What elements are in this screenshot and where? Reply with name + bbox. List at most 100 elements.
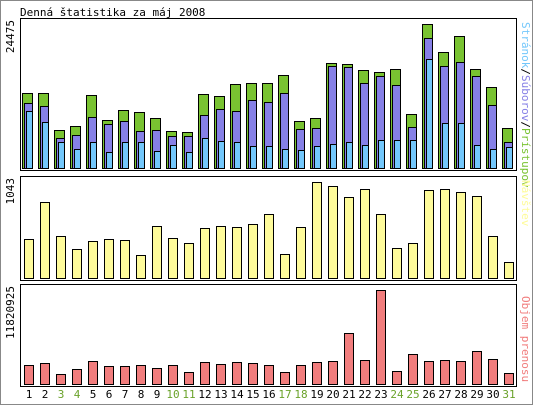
bar-traffic-stránok-day-3 <box>58 142 65 169</box>
day-label-12: 12 <box>198 388 211 401</box>
bar-visits-návštev-day-12 <box>200 228 210 279</box>
bar-traffic-stránok-day-20 <box>330 144 337 169</box>
day-label-2: 2 <box>42 388 49 401</box>
bar-transfer-objem-prenosu-day-1 <box>24 365 34 385</box>
day-label-4: 4 <box>74 388 81 401</box>
bar-traffic-stránok-day-11 <box>186 152 193 169</box>
bar-transfer-objem-prenosu-day-2 <box>40 363 50 385</box>
day-label-3: 3 <box>58 388 65 401</box>
bar-transfer-objem-prenosu-day-9 <box>152 368 162 385</box>
day-label-10: 10 <box>166 388 179 401</box>
day-label-25: 25 <box>406 388 419 401</box>
bar-transfer-objem-prenosu-day-28 <box>456 361 466 385</box>
bar-transfer-objem-prenosu-day-30 <box>488 359 498 385</box>
bar-transfer-objem-prenosu-day-5 <box>88 361 98 385</box>
bar-visits-návštev-day-11 <box>184 243 194 279</box>
panel-traffic: 24475 Stránok/Súborov/Prístupov <box>4 18 532 188</box>
side-label-part: Stránok <box>519 22 532 69</box>
bar-transfer-objem-prenosu-day-27 <box>440 360 450 385</box>
bar-traffic-stránok-day-26 <box>426 59 433 169</box>
bar-visits-návštev-day-15 <box>248 224 258 279</box>
bar-visits-návštev-day-23 <box>376 214 386 279</box>
chart-title: Denná štatistika za máj 2008 <box>20 6 205 19</box>
side-label-part: Prístupov <box>519 128 532 188</box>
day-label-20: 20 <box>326 388 339 401</box>
bar-visits-návštev-day-8 <box>136 255 146 279</box>
day-label-23: 23 <box>374 388 387 401</box>
day-labels: 1 2 3 4 5 6 7 8 9 10 11 12 13 14 15 16 17 18 19 20 21 22 23 24 2… <box>26 388 516 401</box>
bar-visits-návštev-day-13 <box>216 226 226 279</box>
bar-visits-návštev-day-28 <box>456 192 466 279</box>
bar-transfer-objem-prenosu-day-19 <box>312 362 322 385</box>
day-label-1: 1 <box>26 388 33 401</box>
bar-transfer-objem-prenosu-day-20 <box>328 361 338 385</box>
bar-visits-návštev-day-25 <box>408 243 418 279</box>
bar-traffic-stránok-day-9 <box>154 151 161 169</box>
day-label-15: 15 <box>246 388 259 401</box>
bar-visits-návštev-day-17 <box>280 254 290 279</box>
bar-visits-návštev-day-3 <box>56 236 66 279</box>
bar-traffic-stránok-day-29 <box>474 145 481 169</box>
bar-transfer-objem-prenosu-day-12 <box>200 362 210 385</box>
side-label-part: Súborov <box>519 75 532 122</box>
day-label-19: 19 <box>310 388 323 401</box>
bar-transfer-objem-prenosu-day-21 <box>344 333 354 385</box>
bar-visits-návštev-day-29 <box>472 196 482 279</box>
bar-traffic-stránok-day-19 <box>314 146 321 169</box>
bar-transfer-objem-prenosu-day-31 <box>504 373 514 385</box>
bar-transfer-objem-prenosu-day-16 <box>264 365 274 385</box>
bar-transfer-objem-prenosu-day-7 <box>120 366 130 385</box>
bar-traffic-stránok-day-25 <box>410 140 417 169</box>
bar-traffic-stránok-day-8 <box>138 142 145 169</box>
day-label-6: 6 <box>106 388 113 401</box>
side-label-traffic: Stránok/Súborov/Prístupov <box>519 22 532 188</box>
bar-visits-návštev-day-26 <box>424 190 434 279</box>
panel-transfer: 11820925 Objem prenosu <box>4 284 532 387</box>
bar-transfer-objem-prenosu-day-15 <box>248 363 258 385</box>
bar-traffic-stránok-day-6 <box>106 152 113 169</box>
bar-traffic-stránok-day-16 <box>266 146 273 169</box>
day-label-26: 26 <box>422 388 435 401</box>
side-label-visits: Návštev <box>519 180 532 227</box>
bar-visits-návštev-day-2 <box>40 202 50 279</box>
bar-visits-návštev-day-22 <box>360 189 370 279</box>
day-label-9: 9 <box>154 388 161 401</box>
bar-traffic-stránok-day-5 <box>90 142 97 169</box>
bar-visits-návštev-day-27 <box>440 189 450 279</box>
bar-transfer-objem-prenosu-day-25 <box>408 354 418 385</box>
bar-transfer-objem-prenosu-day-17 <box>280 372 290 385</box>
bar-transfer-objem-prenosu-day-13 <box>216 364 226 385</box>
bar-visits-návštev-day-20 <box>328 186 338 279</box>
bar-transfer-objem-prenosu-day-24 <box>392 371 402 385</box>
bar-traffic-stránok-day-28 <box>458 123 465 169</box>
day-label-14: 14 <box>230 388 244 401</box>
side-label-part: Návštev <box>519 180 532 227</box>
day-label-27: 27 <box>438 388 451 401</box>
day-label-8: 8 <box>138 388 145 401</box>
bar-visits-návštev-day-19 <box>312 182 322 279</box>
day-label-17: 17 <box>278 388 291 401</box>
bar-visits-návštev-day-18 <box>296 227 306 279</box>
day-label-29: 29 <box>470 388 483 401</box>
bar-traffic-stránok-day-10 <box>170 145 177 169</box>
bar-transfer-objem-prenosu-day-3 <box>56 374 66 385</box>
bar-transfer-objem-prenosu-day-18 <box>296 365 306 385</box>
bar-traffic-stránok-day-22 <box>362 145 369 169</box>
day-label-30: 30 <box>486 388 499 401</box>
bar-transfer-objem-prenosu-day-26 <box>424 361 434 385</box>
bar-visits-návštev-day-31 <box>504 262 514 279</box>
bar-transfer-objem-prenosu-day-10 <box>168 365 178 385</box>
bar-visits-návštev-day-21 <box>344 197 354 279</box>
day-label-18: 18 <box>294 388 307 401</box>
ymax-label-visits: 1043 <box>4 178 17 205</box>
day-label-16: 16 <box>262 388 275 401</box>
bar-traffic-stránok-day-13 <box>218 141 225 169</box>
bar-transfer-objem-prenosu-day-14 <box>232 362 242 385</box>
bar-visits-návštev-day-30 <box>488 236 498 279</box>
ymax-label-transfer: 11820925 <box>4 286 17 339</box>
bar-visits-návštev-day-4 <box>72 249 82 279</box>
bar-traffic-stránok-day-27 <box>442 123 449 169</box>
bar-visits-návštev-day-24 <box>392 248 402 279</box>
bar-visits-návštev-day-14 <box>232 227 242 279</box>
